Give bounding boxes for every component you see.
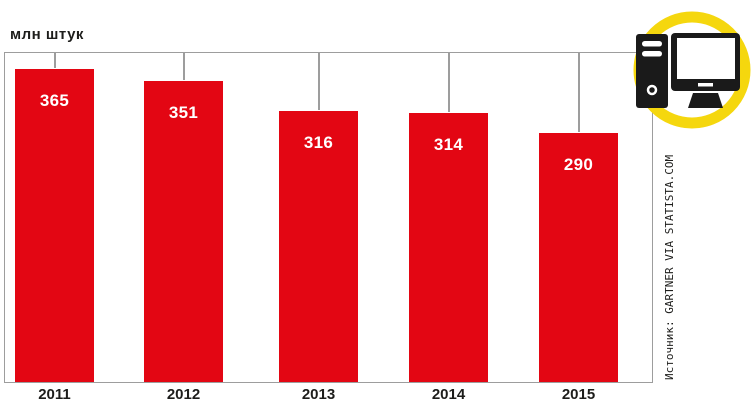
bar-2015: 290: [539, 133, 618, 382]
chart-unit-title: млн штук: [10, 26, 84, 43]
x-tick-label-2012: 2012: [166, 386, 201, 403]
connector-stem: [447, 53, 450, 112]
connector-stem: [577, 53, 580, 132]
bar-value-label: 316: [303, 133, 334, 152]
bar-value-label: 314: [433, 135, 464, 154]
x-tick-label-2014: 2014: [431, 386, 466, 403]
bar-2012: 351: [144, 81, 223, 382]
x-tick-label-2013: 2013: [301, 386, 336, 403]
x-axis: 2011 2012 2013 2014 2015: [0, 386, 753, 404]
bar-value-label: 290: [563, 155, 594, 174]
x-tick-label-2011: 2011: [38, 386, 71, 403]
bar-2014: 314: [409, 113, 488, 382]
plot-area: 365 351 316 314 290: [4, 52, 653, 383]
bar-2013: 316: [279, 111, 358, 382]
connector-stem: [182, 53, 185, 80]
x-tick-label-2015: 2015: [561, 386, 596, 403]
computer-glyph: [636, 33, 740, 108]
bar-value-label: 365: [39, 91, 70, 110]
connector-stem: [53, 53, 56, 68]
bar-value-label: 351: [168, 103, 199, 122]
bar-2011: 365: [15, 69, 94, 382]
source-credit: Источник: GARTNER VIA STATISTA.COM: [663, 154, 676, 380]
desktop-computer-icon: [633, 11, 751, 129]
connector-stem: [317, 53, 320, 110]
